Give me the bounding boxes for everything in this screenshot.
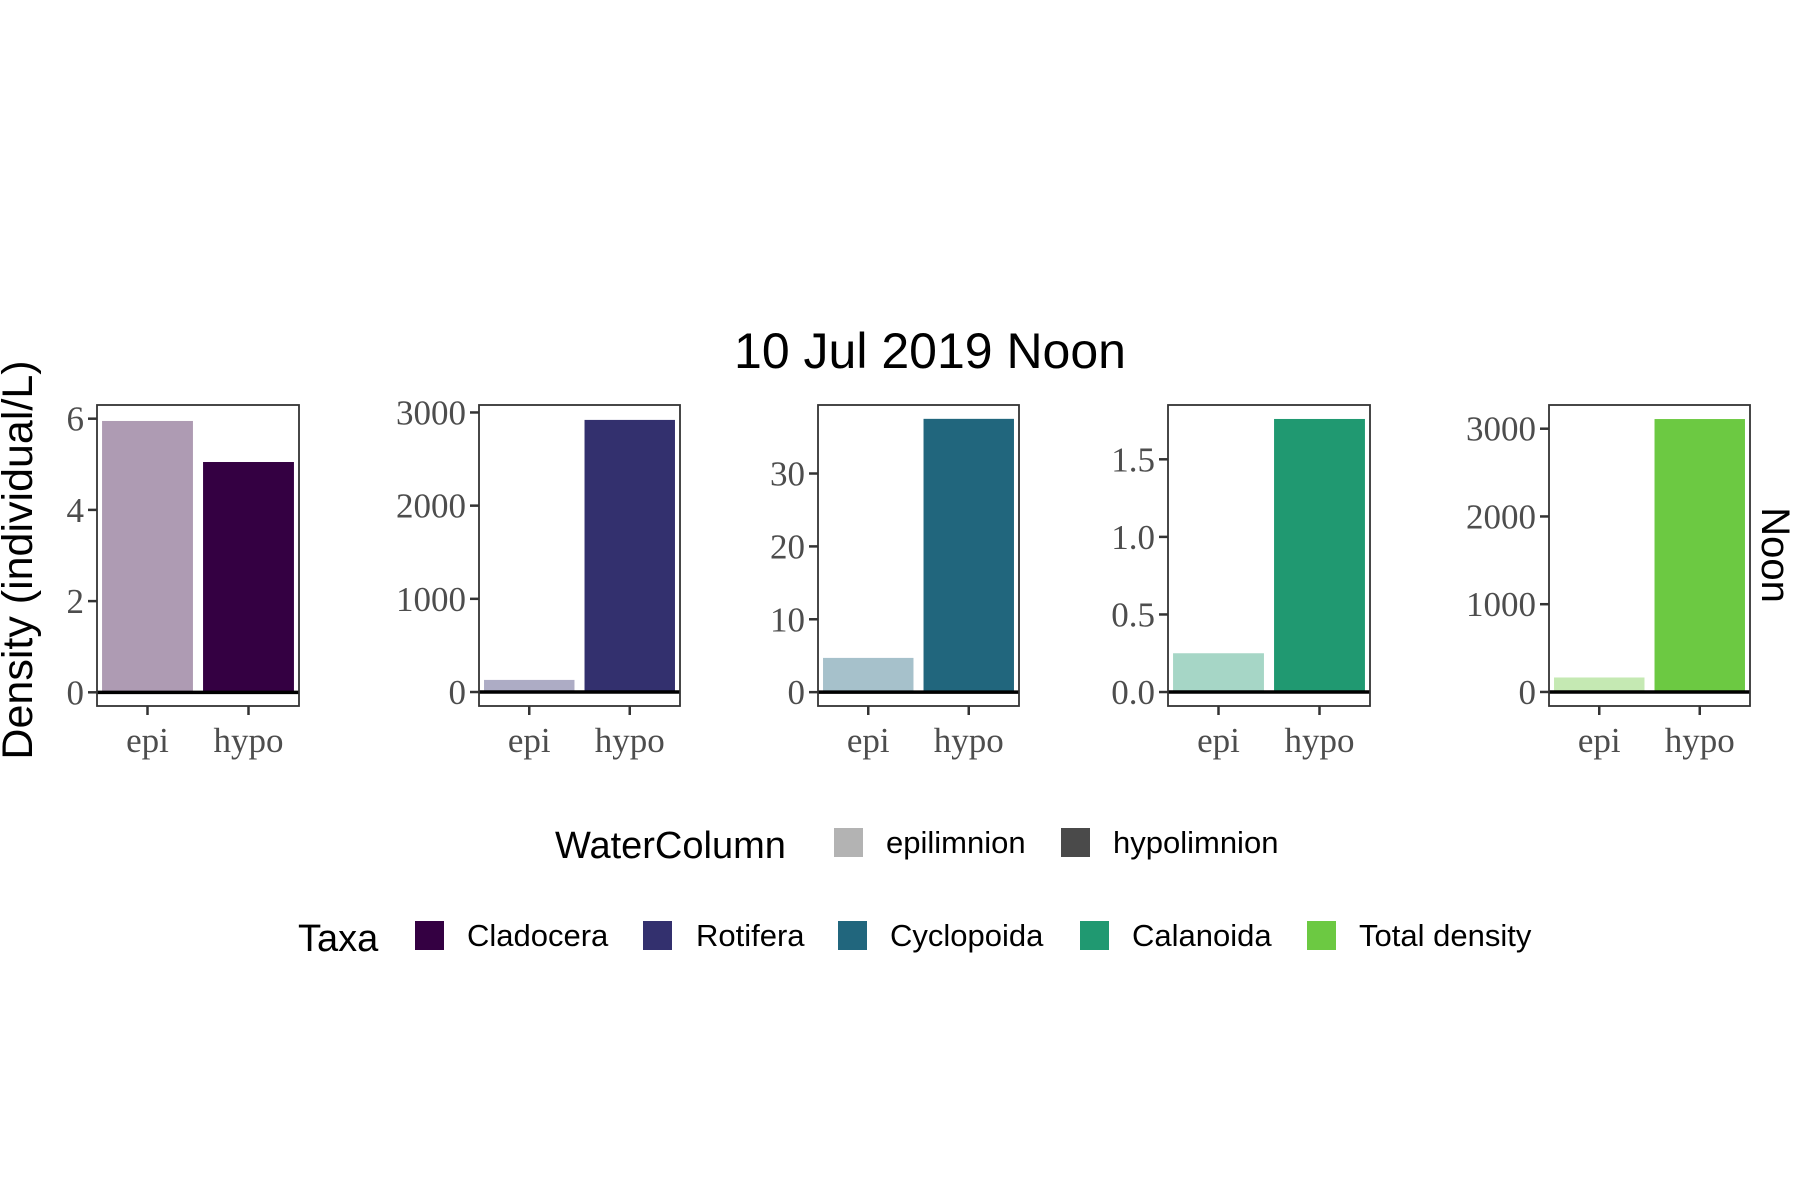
y-tick-label: 2000 xyxy=(1466,497,1536,536)
x-tick-label: hypo xyxy=(1665,721,1735,760)
x-tick-label: hypo xyxy=(214,721,284,760)
bar-hypo xyxy=(1274,418,1365,693)
y-tick-label: 1000 xyxy=(1466,585,1536,624)
panel-rotifera: epi hypo 0 1000 2000 3000 xyxy=(396,393,681,760)
legend-label-epilimnion: epilimnion xyxy=(886,825,1026,860)
legend-label-cyclopoida: Cyclopoida xyxy=(890,918,1044,953)
panel-border xyxy=(1167,404,1371,707)
x-tick-label: hypo xyxy=(1285,721,1355,760)
x-tick-label: hypo xyxy=(934,721,1004,760)
chart-title: 10 Jul 2019 Noon xyxy=(734,323,1126,379)
panel-border xyxy=(478,404,681,707)
bar-epi xyxy=(823,657,914,693)
y-tick-label: 1.0 xyxy=(1111,518,1155,557)
panel-total-density: epi hypo 0 1000 2000 3000 xyxy=(1466,404,1751,760)
panels: epi hypo 0 2 4 6 epi hypo 0 1000 2000 3000 epi hypo 0 1… xyxy=(67,393,1751,760)
x-tick-label: epi xyxy=(508,721,551,760)
panel-border xyxy=(96,404,300,707)
panel-cladocera: epi hypo 0 2 4 6 xyxy=(67,400,300,760)
legend-key-cyclopoida xyxy=(838,921,867,950)
x-tick-label: epi xyxy=(1578,721,1621,760)
y-tick-label: 30 xyxy=(770,455,805,494)
y-tick-label: 1.5 xyxy=(1111,440,1155,479)
legend-label-hypolimnion: hypolimnion xyxy=(1113,825,1278,860)
bar-epi xyxy=(1554,677,1645,692)
facet-strip-label: Noon xyxy=(1753,507,1797,603)
legend-key-calanoida xyxy=(1080,921,1109,950)
legend-taxa: Taxa Cladocera Rotifera Cyclopoida Calan… xyxy=(298,918,1532,960)
bar-epi xyxy=(102,420,193,693)
y-tick-label: 0.5 xyxy=(1111,595,1155,634)
y-tick-label: 6 xyxy=(67,400,85,439)
legend-water-column: WaterColumn epilimnion hypolimnion xyxy=(555,825,1278,867)
y-tick-label: 0 xyxy=(788,673,806,712)
y-tick-label: 2 xyxy=(67,582,85,621)
legend-title: WaterColumn xyxy=(555,825,786,867)
x-tick-label: epi xyxy=(1197,721,1240,760)
y-tick-label: 3000 xyxy=(1466,410,1536,449)
y-axis-label: Density (individual/L) xyxy=(0,360,42,759)
legend-label-rotifera: Rotifera xyxy=(696,918,805,953)
y-tick-label: 20 xyxy=(770,527,805,566)
legend-label-calanoida: Calanoida xyxy=(1132,918,1272,953)
legend-key-epilimnion xyxy=(834,828,863,857)
legend-key-hypolimnion xyxy=(1061,828,1090,857)
legend-key-cladocera xyxy=(415,921,444,950)
bar-hypo xyxy=(584,419,675,693)
y-tick-label: 10 xyxy=(770,600,805,639)
x-tick-label: hypo xyxy=(595,721,665,760)
legend-title: Taxa xyxy=(298,918,379,960)
y-tick-label: 1000 xyxy=(396,580,466,619)
y-tick-label: 0.0 xyxy=(1111,673,1155,712)
bar-epi xyxy=(1173,653,1264,693)
panel-border xyxy=(1548,404,1751,707)
legend-key-rotifera xyxy=(643,921,672,950)
y-tick-label: 2000 xyxy=(396,487,466,526)
panel-cyclopoida: epi hypo 0 10 20 30 xyxy=(770,404,1020,760)
legend-key-total-density xyxy=(1307,921,1336,950)
x-tick-label: epi xyxy=(847,721,890,760)
legend-label-cladocera: Cladocera xyxy=(467,918,609,953)
panel-calanoida: epi hypo 0.0 0.5 1.0 1.5 xyxy=(1111,404,1371,760)
y-tick-label: 0 xyxy=(67,673,85,712)
bar-hypo xyxy=(1654,419,1745,692)
bar-hypo xyxy=(203,462,294,693)
legend-label-total-density: Total density xyxy=(1359,918,1532,953)
bar-hypo xyxy=(923,418,1014,693)
panel-border xyxy=(817,404,1020,707)
x-tick-label: epi xyxy=(126,721,169,760)
y-tick-label: 0 xyxy=(449,673,467,712)
bar-epi xyxy=(484,679,575,693)
y-tick-label: 4 xyxy=(67,491,85,530)
y-tick-label: 0 xyxy=(1519,673,1537,712)
y-tick-label: 3000 xyxy=(396,393,466,432)
